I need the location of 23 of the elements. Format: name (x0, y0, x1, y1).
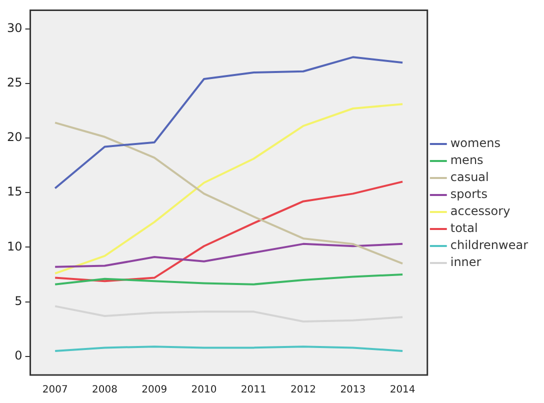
x-tick-label: 2010 (191, 384, 217, 396)
y-tick-label: 15 (6, 184, 22, 199)
y-tick-label: 25 (6, 76, 22, 90)
x-tick-label: 2013 (340, 384, 366, 396)
legend-label: accessory (450, 204, 510, 218)
legend-label: childrenwear (450, 238, 528, 252)
x-tick-label: 2008 (92, 384, 118, 396)
legend-label: inner (450, 255, 482, 270)
legend-label: womens (450, 136, 500, 150)
legend-label: casual (450, 170, 489, 184)
x-tick-label: 2012 (290, 384, 316, 396)
legend-label: sports (450, 187, 488, 202)
x-tick-label: 2011 (240, 384, 266, 396)
legend-label: total (450, 221, 478, 236)
x-tick-label: 2014 (390, 384, 416, 396)
x-tick-label: 2009 (142, 384, 168, 396)
x-tick-label: 2007 (42, 384, 68, 396)
y-tick-label: 0 (14, 348, 22, 363)
legend-label: mens (450, 153, 484, 168)
y-tick-label: 5 (14, 294, 22, 308)
y-tick-label: 10 (6, 239, 22, 254)
y-tick-label: 30 (6, 20, 22, 35)
y-tick-label: 20 (6, 130, 22, 144)
